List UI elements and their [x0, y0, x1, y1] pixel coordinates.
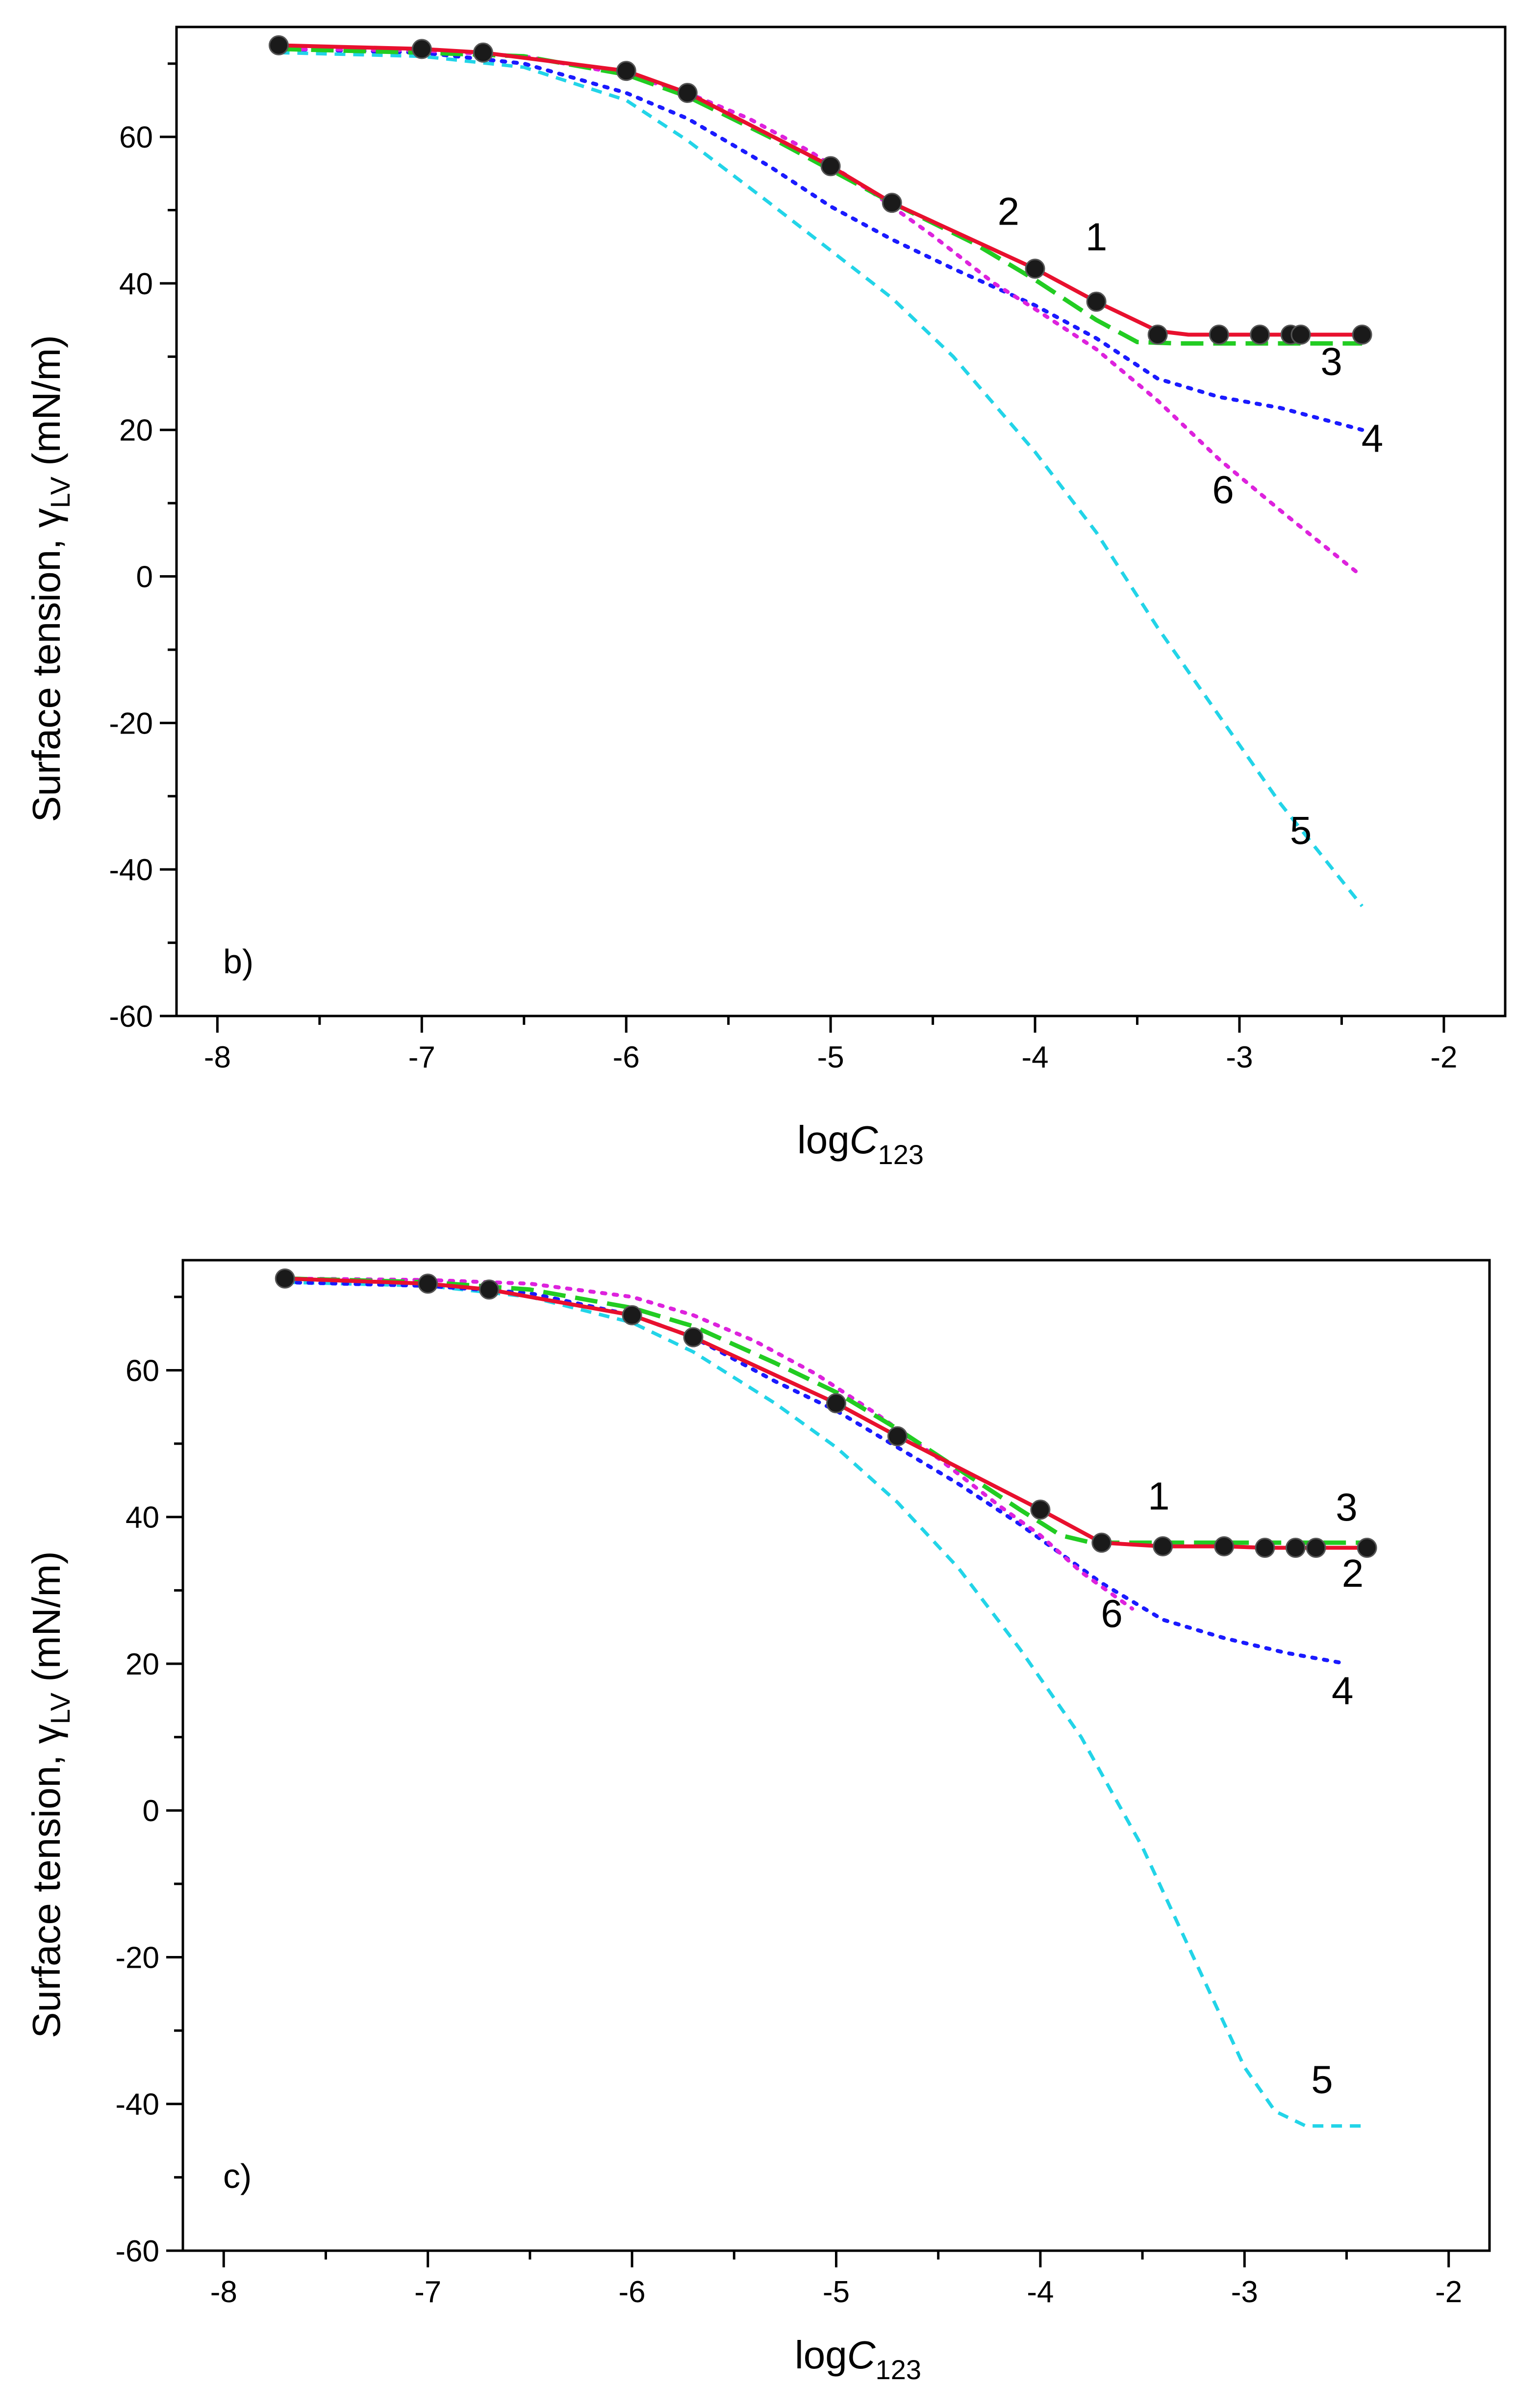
- panel-b-chart: b) logC123 Surface tension, γLV (mN/m) -…: [25, 25, 1507, 1170]
- panel-c-series-1-point: [1214, 1536, 1235, 1557]
- panel-b-curve-label-5: 5: [1290, 809, 1312, 852]
- panel-c-series-1-point: [1255, 1538, 1275, 1558]
- panel-c-x-tick-label: -5: [823, 2275, 850, 2309]
- panel-c-y-tick-label: -40: [115, 2088, 159, 2122]
- panel-b-y-tick-label: -20: [109, 707, 153, 740]
- panel-c-x-tick-label: -3: [1231, 2275, 1258, 2309]
- panel-b-series-1-point: [411, 39, 432, 59]
- panel-c-curve-label-3: 3: [1336, 1485, 1358, 1529]
- panel-b-series-1-point: [473, 42, 493, 63]
- panel-b-series-1-point: [268, 35, 289, 55]
- panel-b-series-5-line: [278, 51, 1363, 908]
- panel-b-curve-label-3: 3: [1320, 340, 1342, 383]
- panel-c-series-1-point: [1153, 1536, 1173, 1557]
- panel-b-y-tick-label: -60: [109, 1000, 153, 1034]
- panel-b-y-tick-label: 40: [119, 267, 153, 301]
- panel-c-y-tick-label: 0: [143, 1794, 159, 1828]
- panel-c-series-1-point: [683, 1327, 704, 1347]
- panel-c-curve-label-5: 5: [1311, 2057, 1333, 2101]
- panel-c-x-axis-label: logC123: [795, 2333, 921, 2385]
- panel-b-series-4-line: [277, 47, 1364, 432]
- panel-b-y-tick-label: 20: [119, 414, 153, 448]
- panel-c-curve-label-1: 1: [1148, 1474, 1170, 1518]
- panel-b-series-1-point: [1209, 325, 1229, 345]
- panel-b-label: b): [223, 942, 253, 981]
- panel-c-chart: c) logC123 Surface tension, γLV (mN/m) -…: [25, 1259, 1491, 2385]
- panel-b-series-1-point: [882, 193, 902, 213]
- panel-b-series-1-point: [677, 82, 698, 103]
- panel-b-series-1-point: [1147, 325, 1168, 345]
- panel-c-x-tick-label: -6: [619, 2275, 646, 2309]
- panel-c-y-tick-label: 60: [126, 1354, 159, 1388]
- panel-c-y-tick-label: 40: [126, 1501, 159, 1535]
- panel-b-series-1-point: [1352, 325, 1372, 345]
- panel-b-x-tick-label: -6: [613, 1041, 640, 1074]
- panel-c-label: c): [223, 2157, 252, 2195]
- panel-b-series-1-point: [1086, 291, 1107, 312]
- panel-c-series-1-point: [1285, 1538, 1306, 1558]
- panel-b-curve-label-6: 6: [1212, 468, 1234, 511]
- panel-c-y-tick-label: -20: [115, 1941, 159, 1975]
- panel-b-x-tick-label: -8: [204, 1041, 231, 1074]
- panel-c-series-1-point: [622, 1305, 642, 1325]
- panel-b-y-axis-label: Surface tension, γLV (mN/m): [25, 335, 76, 822]
- panel-b-curve-label-1: 1: [1086, 215, 1108, 259]
- panel-c-y-tick-label: 20: [126, 1648, 159, 1681]
- panel-c-x-tick-label: -8: [210, 2275, 237, 2309]
- panel-c-series-1-point: [1306, 1538, 1326, 1558]
- panel-c-curve-label-2: 2: [1342, 1551, 1364, 1595]
- panel-b-x-tick-label: -3: [1226, 1041, 1253, 1074]
- panel-b-series-1-point: [616, 61, 636, 81]
- panel-c-x-tick-label: -7: [414, 2275, 441, 2309]
- panel-b-x-tick-label: -2: [1430, 1041, 1457, 1074]
- panel-c-series-1-point: [887, 1426, 908, 1447]
- panel-c-series-6-line: [283, 1276, 1135, 1611]
- panel-c-x-tick-label: -2: [1435, 2275, 1462, 2309]
- panel-c-series-1-point: [1357, 1538, 1377, 1558]
- panel-b-plot-frame: [175, 25, 1507, 1017]
- panel-c-series-1-point: [1030, 1499, 1051, 1520]
- panel-b-y-tick-label: 0: [136, 560, 153, 594]
- panel-b-x-axis-label: logC123: [797, 1118, 924, 1170]
- panel-b-curve-label-2: 2: [998, 189, 1020, 233]
- panel-c-curve-label-4: 4: [1332, 1669, 1354, 1712]
- panel-c-series-1-point: [479, 1279, 500, 1300]
- panel-b-series-1-point: [1250, 325, 1270, 345]
- panel-b-series-1-point: [1025, 258, 1045, 279]
- panel-b-series-1-point: [820, 156, 841, 177]
- panel-c-series-1-point: [418, 1273, 438, 1294]
- panel-c-curve-label-6: 6: [1101, 1592, 1123, 1635]
- panel-b-series-1-point: [1290, 325, 1311, 345]
- panel-b-x-tick-label: -5: [817, 1041, 844, 1074]
- panel-b-curve-label-4: 4: [1362, 417, 1384, 460]
- panel-b-x-tick-label: -7: [408, 1041, 435, 1074]
- panel-b-y-tick-label: -40: [109, 853, 153, 887]
- panel-c-y-tick-label: -60: [115, 2235, 159, 2268]
- panel-c-series-1-point: [1091, 1532, 1112, 1553]
- panel-b-y-tick-label: 60: [119, 121, 153, 154]
- panel-c-series-1-point: [275, 1268, 295, 1289]
- panel-c-x-tick-label: -4: [1027, 2275, 1054, 2309]
- panel-b-series-2-line: [278, 43, 1363, 337]
- panel-c-y-axis-label: Surface tension, γLV (mN/m): [25, 1551, 76, 2038]
- panel-c-series-1-point: [826, 1393, 846, 1414]
- panel-c-series-3-line: [285, 1276, 1367, 1545]
- panel-b-x-tick-label: -4: [1022, 1041, 1049, 1074]
